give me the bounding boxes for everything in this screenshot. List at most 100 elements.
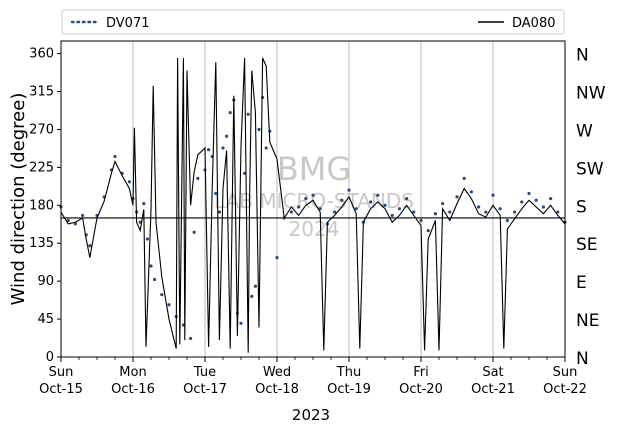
x-tick-day-label: Sun bbox=[553, 365, 578, 380]
dv071-point bbox=[405, 196, 409, 201]
dv071-point bbox=[214, 191, 218, 196]
dv071-point bbox=[412, 210, 416, 214]
dv071-point bbox=[81, 213, 85, 218]
y-tick-label: 360 bbox=[29, 47, 54, 62]
dv071-point bbox=[160, 293, 164, 297]
x-tick-date-label: Oct-17 bbox=[183, 382, 227, 397]
dv071-point bbox=[541, 205, 546, 209]
compass-label: NE bbox=[576, 311, 599, 331]
dv071-point bbox=[228, 111, 232, 115]
x-axis-label: 2023 bbox=[292, 406, 330, 424]
dv071-point bbox=[297, 205, 301, 209]
dv071-point bbox=[66, 218, 70, 223]
y-tick-label: 0 bbox=[46, 350, 54, 365]
compass-label: W bbox=[576, 121, 593, 141]
dv071-point bbox=[225, 134, 229, 138]
y-tick-label: 135 bbox=[29, 236, 54, 251]
da080-line bbox=[60, 57, 566, 353]
dv071-point bbox=[221, 146, 225, 150]
dv071-point bbox=[419, 218, 423, 223]
dv071-point bbox=[311, 193, 315, 197]
dv071-point bbox=[354, 207, 358, 211]
dv071-point bbox=[250, 294, 254, 298]
dv071-point bbox=[376, 193, 380, 197]
dv071-point bbox=[257, 127, 261, 132]
dv071-point bbox=[88, 244, 92, 248]
dv071-point bbox=[113, 154, 117, 159]
watermark-text: BMG bbox=[277, 150, 351, 188]
dv071-point bbox=[505, 218, 509, 223]
y-tick-label: 225 bbox=[29, 160, 54, 175]
dv071-point bbox=[369, 200, 373, 204]
x-tick-day-label: Sun bbox=[49, 365, 74, 380]
dv071-point bbox=[347, 188, 351, 192]
dv071-point bbox=[448, 210, 452, 214]
compass-label: SE bbox=[576, 235, 598, 255]
dv071-point bbox=[189, 336, 193, 341]
compass-label: NW bbox=[576, 84, 606, 104]
dv071-point bbox=[433, 212, 437, 216]
dv071-point bbox=[520, 200, 524, 204]
dv071-point bbox=[462, 176, 466, 180]
compass-label: N bbox=[576, 46, 589, 66]
x-tick-date-label: Oct-20 bbox=[399, 382, 443, 397]
x-tick-date-label: Oct-16 bbox=[111, 382, 155, 397]
x-tick-day-label: Tue bbox=[193, 365, 216, 380]
dv071-point bbox=[275, 255, 279, 260]
x-tick-day-label: Sat bbox=[482, 365, 503, 380]
dv071-point bbox=[397, 207, 401, 211]
x-tick-date-label: Oct-19 bbox=[327, 382, 371, 397]
dv071-point bbox=[239, 321, 243, 325]
x-tick-date-label: Oct-15 bbox=[39, 382, 83, 397]
compass-label: N bbox=[576, 349, 589, 369]
dv071-point bbox=[383, 203, 387, 207]
y-tick-label: 270 bbox=[29, 122, 54, 137]
dv071-point bbox=[513, 210, 517, 214]
dv071-point bbox=[477, 205, 481, 209]
dv071-point bbox=[145, 237, 149, 241]
x-tick-day-label: Wed bbox=[263, 365, 291, 380]
x-tick-day-label: Mon bbox=[119, 365, 146, 380]
dv071-point bbox=[318, 207, 322, 211]
dv071-point bbox=[498, 207, 502, 211]
watermark-text: 2024 bbox=[289, 217, 340, 241]
dv071-point bbox=[149, 264, 153, 268]
dv071-point bbox=[196, 176, 200, 180]
dv071-point bbox=[527, 191, 531, 196]
dv071-point bbox=[549, 196, 553, 201]
dv071-point bbox=[304, 196, 308, 201]
dv071-point bbox=[390, 213, 394, 218]
dv071-point bbox=[73, 222, 77, 226]
dv071-point bbox=[455, 195, 459, 199]
dv071-point bbox=[340, 198, 344, 202]
x-tick-date-label: Oct-18 bbox=[255, 382, 299, 397]
y-tick-label: 180 bbox=[29, 198, 54, 213]
dv071-point bbox=[192, 230, 196, 234]
dv071-point bbox=[246, 112, 250, 116]
dv071-point bbox=[469, 190, 473, 194]
dv071-point bbox=[167, 303, 171, 307]
dv071-point bbox=[217, 210, 221, 214]
compass-label: S bbox=[576, 197, 587, 217]
dv071-point bbox=[127, 180, 131, 184]
x-tick-date-label: Oct-22 bbox=[543, 382, 587, 397]
dv071-point bbox=[426, 229, 430, 233]
dv071-point bbox=[484, 210, 488, 214]
y-tick-label: 45 bbox=[37, 312, 54, 327]
legend-box bbox=[61, 9, 565, 35]
x-tick-day-label: Thu bbox=[336, 365, 361, 380]
dv071-point bbox=[153, 277, 157, 282]
dv071-point bbox=[243, 171, 247, 175]
y-tick-label: 315 bbox=[29, 85, 54, 100]
dv071-point bbox=[207, 148, 211, 152]
dv071-point bbox=[556, 210, 560, 214]
dv071-point bbox=[289, 210, 293, 214]
x-tick-day-label: Fri bbox=[413, 365, 429, 380]
dv071-point bbox=[264, 146, 268, 150]
y-axis-label: Wind direction (degree) bbox=[8, 93, 29, 306]
x-tick-date-label: Oct-21 bbox=[471, 382, 515, 397]
dv071-point bbox=[142, 202, 146, 206]
compass-label: SW bbox=[576, 159, 604, 179]
dv071-point bbox=[253, 284, 257, 288]
